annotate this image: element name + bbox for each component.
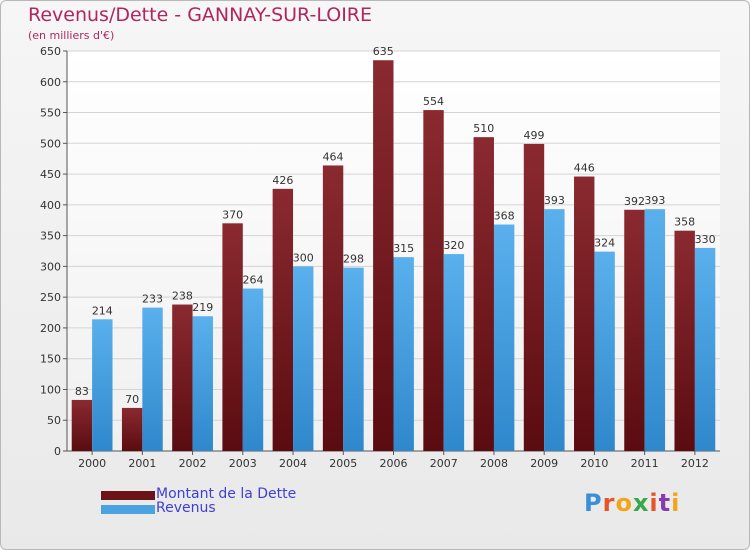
bar-revenus bbox=[393, 257, 414, 451]
bar-dette bbox=[121, 407, 143, 451]
bar-label-dette: 446 bbox=[574, 162, 595, 175]
y-tick-label: 250 bbox=[40, 291, 61, 304]
x-tick-label: 2000 bbox=[78, 457, 106, 470]
bar-label-revenus: 315 bbox=[393, 242, 414, 255]
bar-revenus bbox=[443, 254, 465, 451]
bar-revenus bbox=[192, 316, 213, 451]
logo-letter: r bbox=[602, 489, 616, 517]
bar-dette bbox=[574, 176, 595, 452]
bar-revenus bbox=[142, 307, 163, 451]
bar-label-revenus: 368 bbox=[494, 210, 515, 223]
x-tick-label: 2010 bbox=[580, 457, 608, 470]
bar-dette bbox=[222, 223, 243, 451]
bar-revenus bbox=[644, 209, 666, 451]
bar-dette bbox=[674, 230, 695, 451]
legend-label-dette: Montant de la Dette bbox=[156, 486, 297, 502]
bar-label-revenus: 298 bbox=[343, 253, 364, 266]
x-tick-label: 2004 bbox=[279, 457, 307, 470]
x-tick-label: 2007 bbox=[430, 457, 458, 470]
x-tick-label: 2009 bbox=[530, 457, 558, 470]
legend-swatch-dette bbox=[101, 491, 155, 500]
x-tick-label: 2003 bbox=[229, 457, 257, 470]
x-tick-label: 2008 bbox=[480, 457, 508, 470]
bar-label-dette: 392 bbox=[624, 195, 645, 208]
logo-letter: i bbox=[649, 489, 659, 517]
bar-dette bbox=[523, 143, 545, 451]
bar-label-dette: 554 bbox=[423, 95, 444, 108]
bar-dette bbox=[423, 110, 444, 452]
bar-label-revenus: 264 bbox=[243, 274, 264, 287]
bar-revenus bbox=[493, 224, 515, 451]
bar-label-dette: 464 bbox=[323, 150, 344, 163]
logo-letter: t bbox=[658, 489, 672, 517]
bar-revenus bbox=[343, 267, 364, 451]
logo-letter: i bbox=[671, 489, 681, 517]
bar-label-revenus: 330 bbox=[695, 233, 716, 246]
y-tick-label: 150 bbox=[40, 353, 61, 366]
x-tick-label: 2011 bbox=[631, 457, 659, 470]
logo-letter: o bbox=[615, 489, 633, 517]
x-tick-label: 2001 bbox=[128, 457, 156, 470]
y-tick-label: 400 bbox=[40, 199, 61, 212]
logo-letter: x bbox=[632, 489, 650, 517]
bar-dette bbox=[624, 209, 645, 451]
y-tick-label: 350 bbox=[40, 230, 61, 243]
chart-title: Revenus/Dette - GANNAY-SUR-LOIRE bbox=[28, 4, 373, 26]
bar-label-dette: 238 bbox=[172, 290, 193, 303]
bar-dette bbox=[473, 137, 494, 451]
bar-label-dette: 510 bbox=[473, 122, 494, 135]
x-tick-label: 2005 bbox=[329, 457, 357, 470]
bar-label-revenus: 324 bbox=[594, 237, 615, 250]
bar-label-revenus: 233 bbox=[142, 293, 163, 306]
bar-label-revenus: 320 bbox=[443, 239, 464, 252]
y-tick-label: 650 bbox=[40, 45, 61, 58]
bar-label-dette: 499 bbox=[523, 129, 544, 142]
proxiti-logo: Proxiti bbox=[584, 489, 680, 517]
x-tick-label: 2006 bbox=[380, 457, 408, 470]
y-tick-label: 500 bbox=[40, 137, 61, 150]
bar-revenus bbox=[92, 319, 113, 451]
y-tick-label: 600 bbox=[40, 76, 61, 89]
bar-label-revenus: 393 bbox=[544, 194, 565, 207]
bar-label-revenus: 300 bbox=[293, 251, 314, 264]
bar-label-revenus: 214 bbox=[92, 304, 113, 317]
bar-revenus bbox=[242, 288, 264, 451]
y-tick-label: 0 bbox=[54, 445, 61, 458]
bar-label-dette: 70 bbox=[125, 393, 139, 406]
x-tick-label: 2012 bbox=[681, 457, 709, 470]
bar-label-dette: 370 bbox=[222, 208, 243, 221]
bar-revenus bbox=[694, 247, 716, 451]
y-tick-label: 200 bbox=[40, 322, 61, 335]
logo-letter: P bbox=[584, 489, 603, 517]
bar-revenus bbox=[544, 209, 565, 451]
chart-subtitle: (en milliers d'€) bbox=[28, 29, 115, 42]
bar-label-dette: 358 bbox=[674, 216, 695, 229]
y-tick-label: 300 bbox=[40, 260, 61, 273]
bar-label-dette: 426 bbox=[272, 174, 293, 187]
bar-label-revenus: 219 bbox=[192, 301, 213, 314]
x-tick-label: 2002 bbox=[179, 457, 207, 470]
bar-dette bbox=[172, 304, 193, 451]
legend-label-revenus: Revenus bbox=[156, 500, 216, 516]
bar-label-dette: 83 bbox=[75, 385, 89, 398]
y-tick-label: 550 bbox=[40, 107, 61, 120]
y-tick-label: 50 bbox=[47, 414, 61, 427]
y-tick-label: 100 bbox=[40, 383, 61, 396]
bar-revenus bbox=[293, 266, 314, 451]
bar-label-dette: 635 bbox=[373, 45, 394, 58]
bar-dette bbox=[373, 60, 394, 451]
bar-dette bbox=[322, 165, 344, 451]
legend-swatch-revenus bbox=[101, 505, 155, 514]
bar-dette bbox=[272, 188, 294, 451]
bar-label-revenus: 393 bbox=[644, 194, 665, 207]
bar-dette bbox=[71, 399, 93, 451]
y-tick-label: 450 bbox=[40, 168, 61, 181]
bar-revenus bbox=[594, 251, 615, 451]
